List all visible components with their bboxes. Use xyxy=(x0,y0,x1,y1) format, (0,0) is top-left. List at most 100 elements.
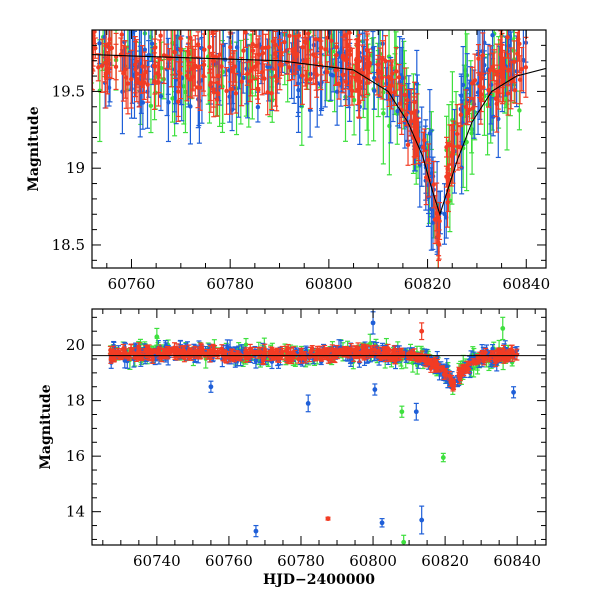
top-red-point xyxy=(41,62,46,91)
top-red-point xyxy=(278,41,284,65)
top-red-point xyxy=(313,10,318,30)
bottom-outlier-point xyxy=(440,452,446,463)
top-blue-point xyxy=(441,183,447,245)
top-red-point xyxy=(269,76,275,111)
bottom-red-point xyxy=(470,358,476,366)
top-blue-point xyxy=(63,12,68,90)
top-green-point xyxy=(14,0,19,32)
top-blue-point xyxy=(12,31,17,94)
bottom-red-point xyxy=(128,343,134,355)
top-red-point xyxy=(472,53,478,108)
top-red-point xyxy=(256,35,262,75)
bottom-outlier-point xyxy=(325,516,331,522)
top-red-point xyxy=(0,30,4,87)
bottom-red-point xyxy=(254,350,260,356)
top-blue-point xyxy=(0,50,4,136)
top-red-point xyxy=(233,72,239,114)
top-red-point xyxy=(17,15,22,73)
top-blue-point xyxy=(70,21,75,59)
bottom-outlier-point xyxy=(419,505,425,535)
top-red-point xyxy=(6,47,11,80)
top-red-point xyxy=(20,14,25,58)
top-red-point xyxy=(186,42,192,67)
top-blue-point xyxy=(47,25,52,82)
top-blue-point xyxy=(31,33,36,96)
top-red-point xyxy=(68,25,73,66)
top-red-point xyxy=(469,66,475,100)
bottom-red-point xyxy=(487,355,493,363)
top-red-point xyxy=(457,125,463,169)
top-red-point xyxy=(224,67,230,115)
top-red-point xyxy=(307,49,313,110)
top-red-point xyxy=(8,49,13,86)
bottom-red-point xyxy=(376,349,382,356)
top-red-point xyxy=(396,63,402,91)
top-red-point xyxy=(375,58,381,83)
top-red-point xyxy=(250,30,256,81)
top-red-point xyxy=(253,30,259,72)
top-red-point xyxy=(217,30,223,86)
top-blue-point xyxy=(28,42,33,72)
top-green-point xyxy=(0,44,5,130)
bottom-x-axis-label: HJD−2400000 xyxy=(263,572,375,588)
top-red-point xyxy=(9,74,14,100)
top-green-point xyxy=(17,24,22,117)
top-red-point xyxy=(423,149,429,206)
top-red-point xyxy=(508,47,514,110)
top-red-point xyxy=(77,31,82,60)
top-green-point xyxy=(31,0,36,71)
top-red-point xyxy=(313,30,319,64)
top-red-point xyxy=(54,2,59,57)
top-blue-point xyxy=(1,4,6,47)
top-red-point xyxy=(274,50,280,112)
bottom-x-tick-label: 60780 xyxy=(277,552,325,570)
bottom-x-tick-label: 60740 xyxy=(133,552,181,570)
top-red-point xyxy=(74,14,79,75)
top-red-point xyxy=(244,61,250,86)
top-blue-point xyxy=(24,50,29,112)
top-model-curve xyxy=(92,54,546,217)
top-red-point xyxy=(140,45,146,89)
top-panel: 60760 60780 60800 60820 60840 18.5 19 19.5 Magn… xyxy=(0,0,550,293)
top-red-point xyxy=(37,60,42,106)
bottom-red-point xyxy=(360,352,366,359)
bottom-red-point xyxy=(443,367,449,375)
top-x-tick-label: 60800 xyxy=(305,275,353,293)
top-y-tick-label: 18.5 xyxy=(52,236,85,254)
bottom-red-point xyxy=(448,377,454,388)
top-red-point xyxy=(17,53,22,94)
top-red-point xyxy=(99,38,105,93)
top-blue-point xyxy=(5,15,10,52)
top-red-point xyxy=(2,54,7,104)
top-green-point xyxy=(9,43,14,110)
top-blue-point xyxy=(399,38,405,118)
bottom-red-point xyxy=(160,348,166,359)
bottom-outlier-point xyxy=(253,524,259,538)
top-red-point xyxy=(255,75,261,105)
top-red-point xyxy=(411,96,417,158)
top-blue-point xyxy=(8,46,13,132)
bottom-red-point xyxy=(319,355,325,362)
top-green-point xyxy=(26,20,31,76)
top-red-point xyxy=(33,29,38,87)
top-red-point xyxy=(113,32,119,81)
top-red-point xyxy=(241,30,247,75)
top-red-point xyxy=(68,51,73,82)
top-green-point xyxy=(0,35,4,66)
top-x-tick-label: 60820 xyxy=(404,275,452,293)
top-blue-point xyxy=(43,2,48,32)
bottom-y-tick-label: 14 xyxy=(66,503,85,521)
top-red-point xyxy=(248,45,254,97)
bottom-red-point xyxy=(275,347,281,354)
top-red-point xyxy=(265,69,271,116)
top-red-point xyxy=(523,36,529,98)
top-data-layer xyxy=(0,0,546,268)
bottom-red-point xyxy=(329,344,335,356)
top-red-point xyxy=(39,65,44,87)
top-green-point xyxy=(7,27,12,69)
bottom-outlier-point xyxy=(413,402,419,421)
top-green-point xyxy=(38,22,43,80)
bottom-red-point xyxy=(439,365,445,373)
bottom-x-tick-label: 60820 xyxy=(421,552,469,570)
